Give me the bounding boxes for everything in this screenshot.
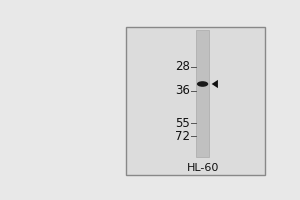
Text: 55: 55 (175, 117, 190, 130)
Polygon shape (212, 80, 218, 88)
Text: 28: 28 (175, 60, 190, 73)
Text: 72: 72 (175, 130, 190, 143)
Text: HL-60: HL-60 (186, 163, 219, 173)
Bar (196, 30, 209, 157)
Bar (126, 27, 266, 175)
Ellipse shape (197, 81, 208, 87)
Text: 36: 36 (175, 84, 190, 97)
